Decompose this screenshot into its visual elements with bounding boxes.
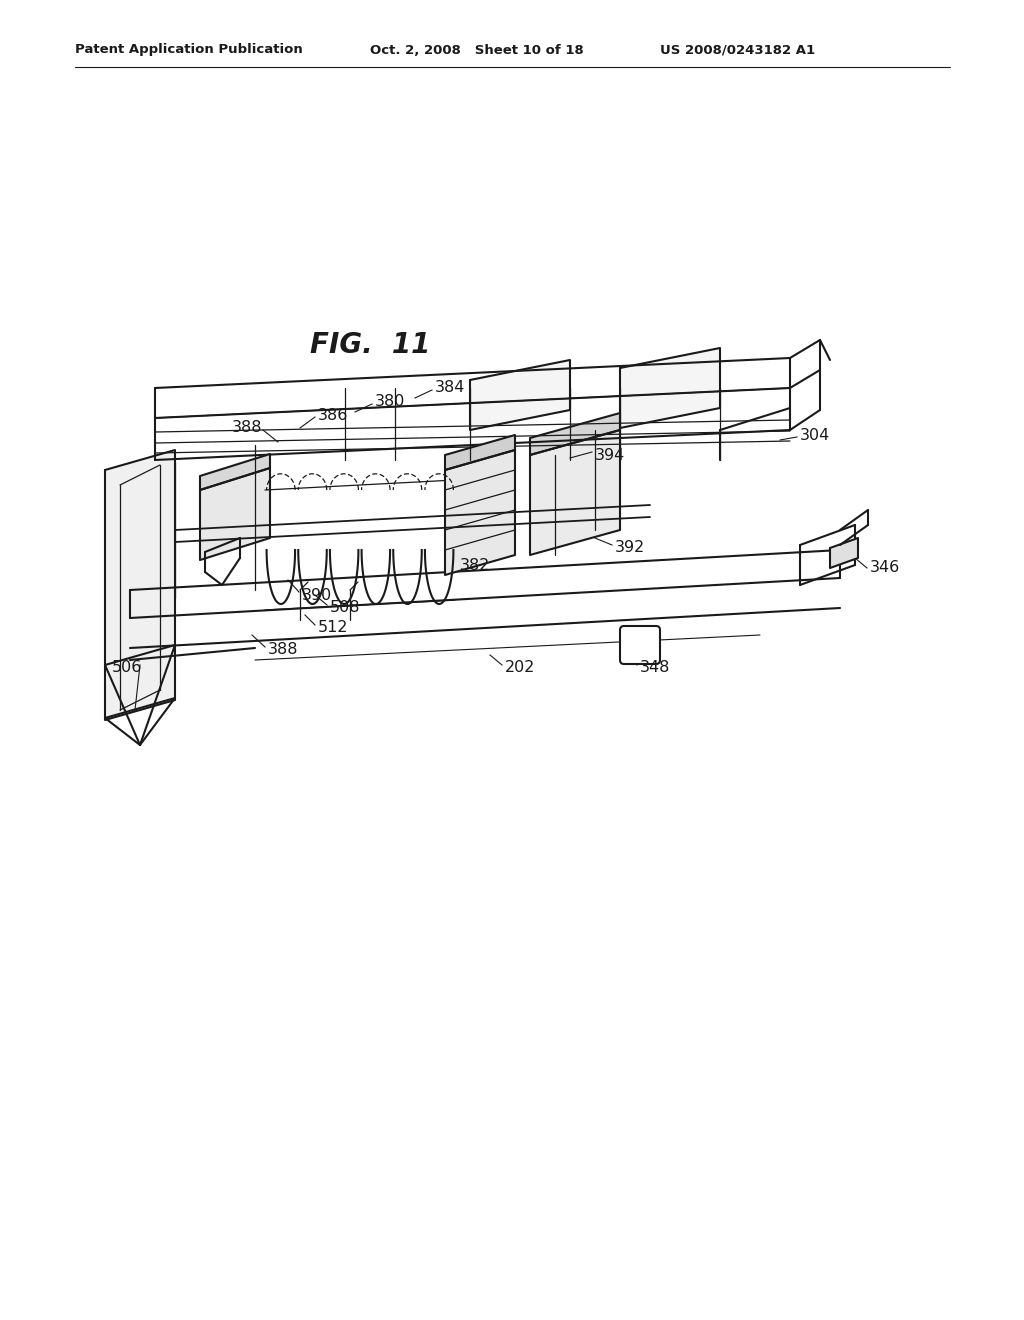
Text: Patent Application Publication: Patent Application Publication xyxy=(75,44,303,57)
Text: 380: 380 xyxy=(375,395,406,409)
Text: 392: 392 xyxy=(615,540,645,556)
Text: US 2008/0243182 A1: US 2008/0243182 A1 xyxy=(660,44,815,57)
Text: 202: 202 xyxy=(505,660,536,676)
Polygon shape xyxy=(445,450,515,576)
Text: 506: 506 xyxy=(112,660,142,676)
Text: Oct. 2, 2008   Sheet 10 of 18: Oct. 2, 2008 Sheet 10 of 18 xyxy=(370,44,584,57)
Polygon shape xyxy=(530,413,620,455)
Text: 382: 382 xyxy=(460,557,490,573)
Polygon shape xyxy=(105,450,175,719)
Polygon shape xyxy=(445,436,515,470)
Text: 390: 390 xyxy=(302,587,332,602)
FancyBboxPatch shape xyxy=(620,626,660,664)
Polygon shape xyxy=(530,430,620,554)
Text: 388: 388 xyxy=(268,643,299,657)
Text: 508: 508 xyxy=(330,601,360,615)
Text: 388: 388 xyxy=(232,421,262,436)
Polygon shape xyxy=(620,348,720,428)
Text: 394: 394 xyxy=(595,447,626,462)
Text: 512: 512 xyxy=(318,620,348,635)
Polygon shape xyxy=(200,469,270,560)
Text: 304: 304 xyxy=(800,428,830,442)
Text: FIG.  11: FIG. 11 xyxy=(310,331,430,359)
Polygon shape xyxy=(200,454,270,490)
Text: 384: 384 xyxy=(435,380,465,396)
Text: 386: 386 xyxy=(318,408,348,422)
Polygon shape xyxy=(470,360,570,430)
Text: 346: 346 xyxy=(870,561,900,576)
Text: 348: 348 xyxy=(640,660,671,676)
Polygon shape xyxy=(830,539,858,568)
